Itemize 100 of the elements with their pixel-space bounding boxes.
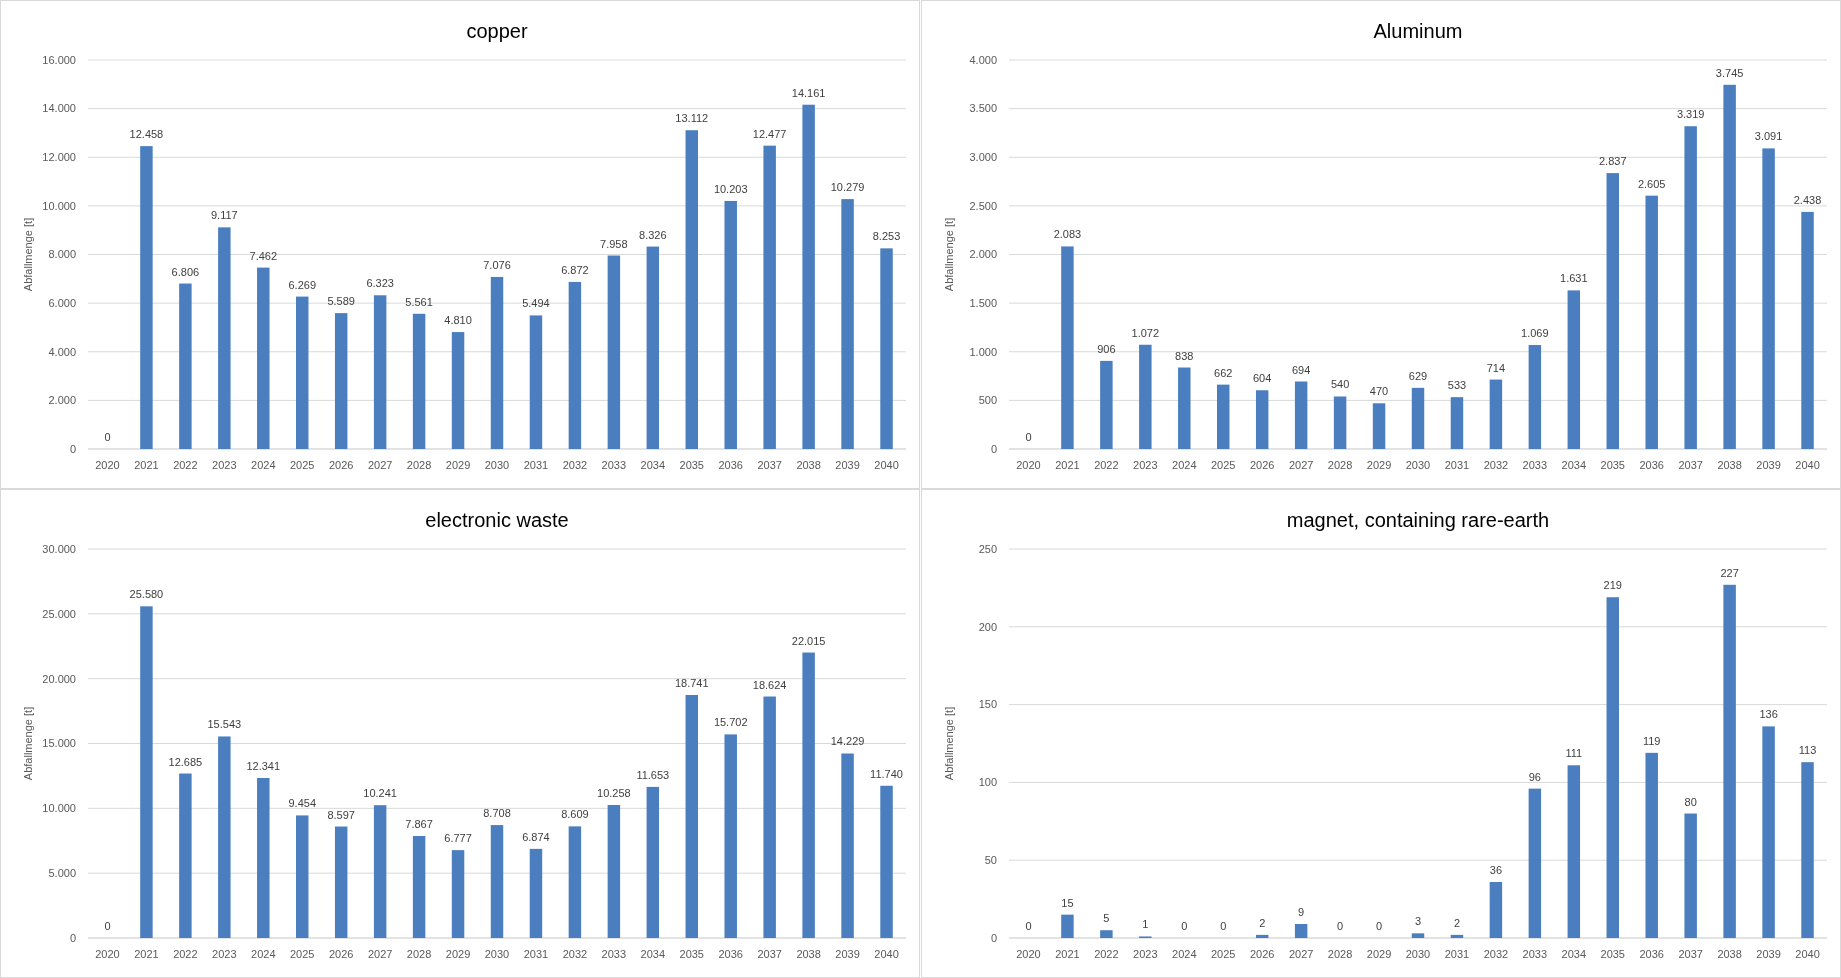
bar <box>490 276 504 449</box>
x-tick-label: 2035 <box>1600 948 1625 960</box>
x-tick-label: 2029 <box>445 948 471 960</box>
x-tick-label: 2027 <box>1288 948 1314 960</box>
bar <box>1723 584 1736 938</box>
data-label: 13.112 <box>675 112 709 125</box>
data-label: 15.702 <box>713 716 748 729</box>
data-label: 8.253 <box>872 230 901 243</box>
x-tick-label: 2031 <box>523 459 549 471</box>
x-tick-label: 2036 <box>1639 948 1664 960</box>
bar <box>179 283 192 449</box>
y-tick-label: 50 <box>984 854 997 867</box>
x-tick-label: 2021 <box>134 459 159 471</box>
data-label: 6.323 <box>366 277 394 290</box>
data-label: 3.319 <box>1676 108 1705 121</box>
bar <box>140 606 153 938</box>
bar <box>880 248 893 449</box>
bar <box>1528 788 1542 938</box>
x-tick-label: 2033 <box>1522 948 1548 960</box>
data-label: 14.229 <box>830 735 865 748</box>
y-tick-label: 0 <box>990 442 997 455</box>
data-label: 0 <box>1220 920 1227 932</box>
x-tick-label: 2035 <box>1600 459 1625 471</box>
x-tick-label: 2035 <box>679 948 704 960</box>
x-tick-label: 2034 <box>1561 948 1587 960</box>
data-label: 0 <box>1025 920 1032 932</box>
bar <box>568 281 582 449</box>
x-tick-label: 2036 <box>718 459 743 471</box>
y-tick-label: 0 <box>69 442 76 455</box>
x-tick-label: 2020 <box>1016 459 1041 471</box>
x-tick-label: 2028 <box>1327 459 1353 471</box>
bar <box>1645 752 1658 938</box>
x-tick-label: 2023 <box>212 948 237 960</box>
bar <box>529 315 543 449</box>
data-label: 9.117 <box>210 209 238 222</box>
bar <box>1762 148 1775 449</box>
y-tick-label: 500 <box>978 394 997 407</box>
bar <box>763 145 776 449</box>
data-label: 15 <box>1061 896 1074 909</box>
bar <box>841 199 854 449</box>
bar <box>1489 881 1503 938</box>
bar <box>1489 379 1503 449</box>
x-tick-label: 2030 <box>1405 459 1431 471</box>
data-label: 0 <box>1025 431 1032 443</box>
data-label: 12.685 <box>168 755 203 768</box>
x-tick-label: 2037 <box>757 948 782 960</box>
y-tick-label: 2.000 <box>48 394 76 407</box>
data-label: 11.740 <box>870 767 903 780</box>
x-tick-label: 2020 <box>95 948 120 960</box>
data-label: 8.609 <box>561 808 589 821</box>
bar <box>646 786 660 938</box>
x-tick-label: 2030 <box>484 948 510 960</box>
x-tick-label: 2020 <box>1016 948 1041 960</box>
y-tick-label: 6.000 <box>48 296 76 309</box>
y-tick-label: 2.000 <box>969 248 997 261</box>
y-tick-label: 100 <box>978 776 997 789</box>
x-tick-label: 2038 <box>1717 459 1742 471</box>
x-tick-label: 2040 <box>874 948 899 960</box>
x-tick-label: 2023 <box>1133 948 1158 960</box>
data-label: 9 <box>1298 906 1305 918</box>
x-tick-label: 2032 <box>562 459 588 471</box>
x-tick-label: 2027 <box>367 948 393 960</box>
data-label: 0 <box>104 431 111 443</box>
bar <box>1100 930 1113 938</box>
bar <box>1217 384 1230 449</box>
data-label: 4.810 <box>444 314 472 327</box>
x-tick-label: 2028 <box>1327 948 1353 960</box>
x-tick-label: 2039 <box>1756 948 1781 960</box>
data-label: 604 <box>1253 372 1272 385</box>
x-tick-label: 2040 <box>1795 948 1820 960</box>
y-tick-label: 1.000 <box>969 345 997 358</box>
data-label: 1.069 <box>1521 327 1549 340</box>
data-label: 2.605 <box>1637 177 1666 190</box>
y-tick-label: 1.500 <box>969 296 997 309</box>
x-tick-label: 2021 <box>1055 948 1080 960</box>
data-label: 3 <box>1414 915 1422 928</box>
bar <box>607 804 621 938</box>
x-tick-label: 2021 <box>1055 459 1080 471</box>
data-label: 2.438 <box>1793 193 1822 206</box>
bar <box>334 826 348 938</box>
data-label: 906 <box>1097 342 1116 355</box>
x-tick-label: 2024 <box>251 948 276 960</box>
data-label: 12.477 <box>752 127 787 140</box>
bar <box>1333 396 1347 449</box>
bar <box>1178 367 1191 449</box>
data-label: 8.326 <box>639 228 667 241</box>
data-label: 80 <box>1684 795 1697 808</box>
bar <box>1061 246 1074 449</box>
bar <box>1294 924 1308 938</box>
data-label: 1.072 <box>1131 326 1160 339</box>
data-label: 12.458 <box>129 128 164 141</box>
bar <box>529 848 543 938</box>
x-tick-label: 2026 <box>1249 948 1275 960</box>
data-label: 0 <box>104 920 111 932</box>
x-tick-label: 2023 <box>212 459 237 471</box>
y-tick-label: 0 <box>990 931 997 944</box>
data-label: 3.745 <box>1715 66 1744 79</box>
data-label: 8.708 <box>483 807 511 820</box>
bar <box>802 104 815 449</box>
x-tick-label: 2032 <box>1483 948 1509 960</box>
